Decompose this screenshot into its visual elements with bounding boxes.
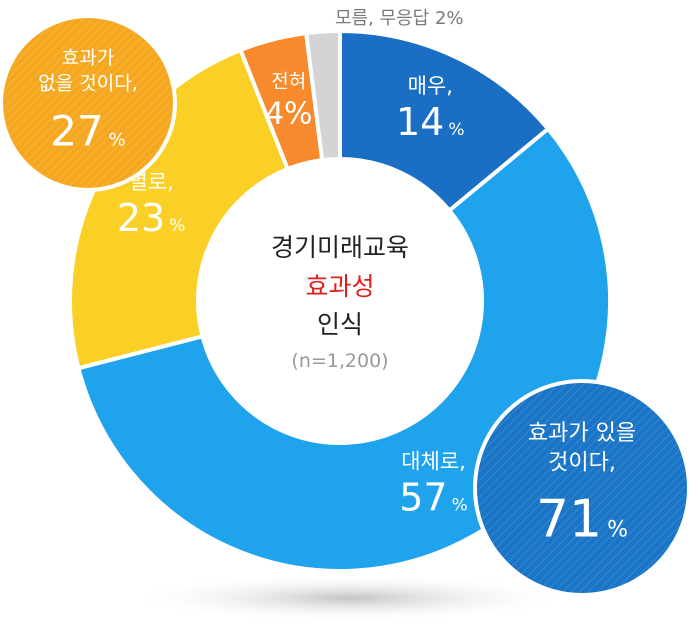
group-positive-label-line: 효과가 있을: [528, 421, 636, 446]
group-positive-texture: [475, 381, 689, 595]
slice-labels: 매우,14 %대체로,57 %별로,23 %전혀4%: [117, 70, 468, 519]
group-negative-value: 27%: [50, 106, 126, 155]
group-positive-label-line: 것이다,: [548, 451, 616, 476]
slice-not-at-all-value: 4%: [265, 96, 313, 131]
chart-title-highlight: 효과성: [305, 272, 374, 301]
slice-mostly-label: 대체로,: [401, 450, 466, 474]
chart-shadow: [125, 574, 575, 622]
center-hole: [198, 159, 482, 443]
slice-very-label: 매우,: [408, 74, 453, 98]
slice-label-unknown: 모름, 무응답 2%: [335, 8, 464, 29]
slice-not-at-all-label: 전혀: [271, 70, 306, 92]
sample-size: (n=1,200): [291, 350, 388, 372]
group-negative-texture: [1, 16, 175, 190]
chart-title-suffix: 인식: [317, 310, 363, 339]
group-negative-label-line: 없을 것이다,: [38, 73, 137, 95]
chart-title: 경기미래교육: [271, 233, 409, 262]
group-negative-label-line: 효과가: [62, 47, 114, 69]
